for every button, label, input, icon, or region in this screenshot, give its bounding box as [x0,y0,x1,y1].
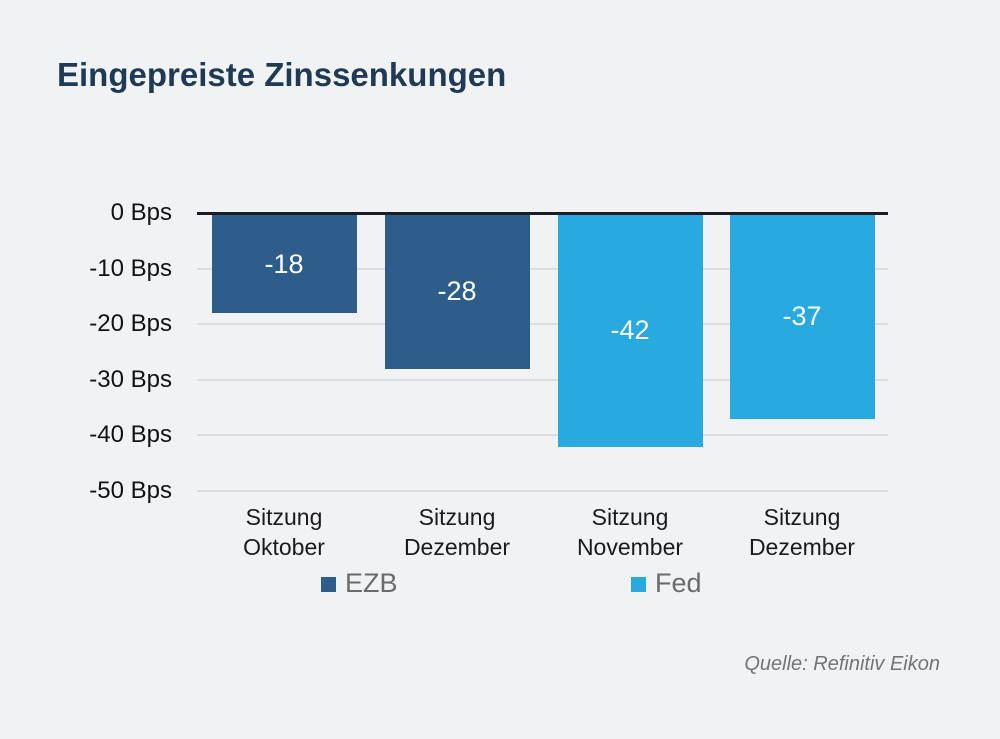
gridline [197,378,888,381]
bar-value-label: -37 [782,301,822,332]
x-axis-category-label: Sitzung Oktober [243,504,325,560]
legend-item-ezb: EZB [321,568,398,599]
y-axis-tick-label: -20 Bps [89,310,172,338]
bar-value-label: -42 [610,315,650,346]
gridline [197,434,888,437]
y-axis-tick-label: 0 Bps [110,199,172,226]
chart-title: Eingepreiste Zinssenkungen [57,56,507,93]
bar-fed-november: -42 [557,215,703,447]
source-credit: Quelle: Refinitiv Eikon [744,653,940,675]
x-axis-category-label: Sitzung Dezember [403,504,511,560]
x-axis-category-label: Sitzung Dezember [748,504,856,560]
x-axis-category-label: Sitzung November [576,504,684,560]
y-axis-tick-label: -10 Bps [89,254,172,282]
y-axis-tick-label: -50 Bps [89,477,172,504]
gridline [197,267,888,270]
y-axis-tick-label: -30 Bps [89,365,172,393]
y-axis-tick-label: -40 Bps [89,421,172,449]
legend-item-fed: Fed [631,568,702,599]
bar-ezb-oktober: -18 [211,215,357,314]
bar-ezb-dezember: -28 [384,215,530,369]
legend-label-ezb: EZB [345,568,398,598]
gridline [197,323,888,326]
gridline [197,490,888,492]
bar-value-label: -28 [437,276,477,307]
fed-color-swatch [631,577,646,592]
bar-value-label: -18 [264,248,304,279]
bar-fed-dezember: -37 [729,215,875,419]
legend-label-fed: Fed [655,568,702,598]
ezb-color-swatch [321,577,336,592]
zero-axis-line [197,211,888,215]
